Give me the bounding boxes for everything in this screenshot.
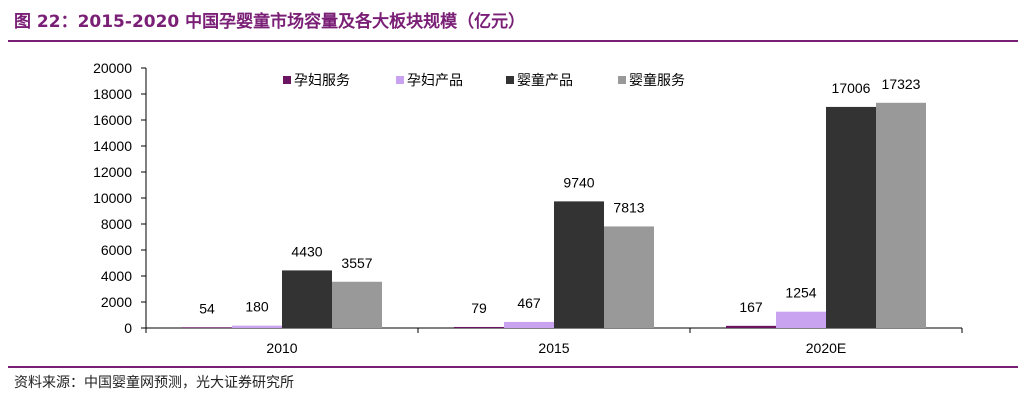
source-rule	[8, 366, 1018, 368]
y-tick-label: 10000	[93, 190, 132, 206]
data-label: 4430	[291, 243, 322, 259]
legend-label: 婴童产品	[517, 72, 573, 88]
bar	[554, 201, 604, 328]
data-label: 1254	[785, 285, 816, 301]
data-label: 79	[471, 300, 487, 316]
y-tick-label: 14000	[93, 138, 132, 154]
legend-swatch	[283, 76, 291, 84]
bar	[454, 326, 504, 328]
y-tick-label: 20000	[93, 60, 132, 76]
y-tick-label: 6000	[101, 242, 132, 258]
data-label: 54	[199, 300, 215, 316]
y-tick-label: 2000	[101, 294, 132, 310]
data-label: 17006	[832, 80, 871, 96]
x-tick-label: 2015	[538, 340, 569, 356]
bar	[504, 321, 554, 328]
bar	[726, 325, 776, 328]
title-rule	[8, 40, 1018, 42]
bar	[182, 327, 232, 328]
data-label: 3557	[341, 255, 372, 271]
figure-title: 图 22：2015-2020 中国孕婴童市场容量及各大板块规模（亿元）	[14, 12, 526, 32]
bar	[776, 311, 826, 328]
data-label: 17323	[882, 76, 921, 92]
bar	[826, 106, 876, 328]
x-tick-label: 2010	[266, 340, 297, 356]
y-tick-label: 12000	[93, 164, 132, 180]
data-label: 9740	[563, 174, 594, 190]
x-axis-ticks: 2010 2015 2020E	[145, 328, 963, 356]
y-axis-ticks: 0 2000 4000 6000 8000 10000 12000 14000 16000 180…	[93, 60, 146, 336]
data-label: 180	[245, 299, 269, 315]
y-tick-label: 0	[124, 320, 132, 336]
legend-label: 孕妇服务	[294, 72, 350, 88]
y-tick-label: 8000	[101, 216, 132, 232]
bar	[282, 270, 332, 328]
legend-swatch	[506, 76, 514, 84]
legend-label: 婴童服务	[629, 72, 685, 88]
legend-swatch	[396, 76, 404, 84]
bar	[604, 226, 654, 328]
data-label: 7813	[613, 199, 644, 215]
bar	[876, 102, 926, 329]
y-tick-label: 4000	[101, 268, 132, 284]
data-label: 167	[739, 299, 763, 315]
y-tick-label: 16000	[93, 112, 132, 128]
bar	[232, 325, 282, 328]
y-tick-label: 18000	[93, 86, 132, 102]
source-note: 资料来源：中国婴童网预测，光大证券研究所	[14, 375, 294, 391]
x-tick-label: 2020E	[806, 340, 846, 356]
bars	[182, 102, 926, 329]
legend-swatch	[618, 76, 626, 84]
legend-label: 孕妇产品	[407, 72, 463, 88]
legend: 孕妇服务 孕妇产品 婴童产品 婴童服务	[283, 72, 685, 88]
bar	[332, 281, 382, 328]
data-labels: 54 180 4430 3557 79 467 9740 7813 167 1254 17006 17…	[199, 76, 920, 316]
data-label: 467	[517, 295, 541, 311]
